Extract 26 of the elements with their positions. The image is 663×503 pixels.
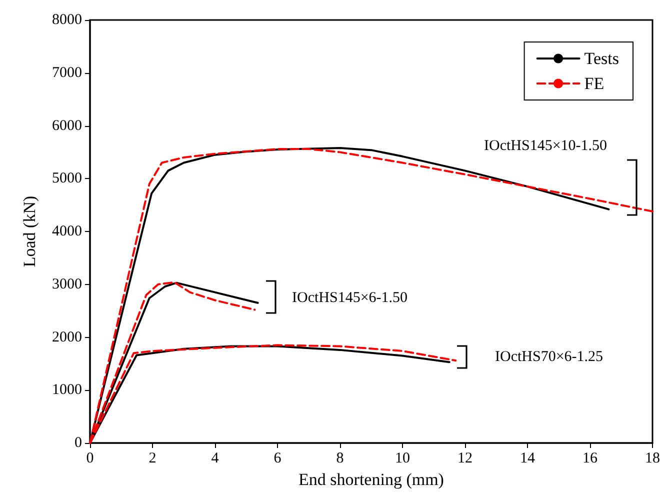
x-axis-title: End shortening (mm) <box>298 470 444 489</box>
x-tick-label: 16 <box>582 450 598 466</box>
annotation: IOctHS145×10-1.50 <box>484 138 608 154</box>
y-tick-label: 5000 <box>52 170 82 187</box>
x-tick-label: 14 <box>520 450 536 466</box>
x-tick-label: 2 <box>148 450 156 466</box>
y-tick-label: 1000 <box>52 382 82 398</box>
x-tick-label: 8 <box>336 450 344 466</box>
x-tick-label: 0 <box>86 450 94 466</box>
legend-label: Tests <box>584 49 620 68</box>
x-tick-label: 4 <box>211 450 220 466</box>
annotation: IOctHS70×6-1.25 <box>495 349 604 365</box>
legend-label: FE <box>584 74 604 93</box>
y-tick-label: 2000 <box>52 329 82 346</box>
y-axis-title: Load (kN) <box>20 196 39 268</box>
y-tick-label: 4000 <box>52 224 82 240</box>
x-tick-label: 6 <box>274 450 282 466</box>
x-tick-label: 10 <box>395 450 410 466</box>
annotation: IOctHS145×6-1.50 <box>292 290 408 306</box>
y-tick-label: 8000 <box>52 12 82 28</box>
y-tick-label: 0 <box>74 435 82 451</box>
x-tick-label: 12 <box>458 450 472 466</box>
y-tick-label: 6000 <box>52 118 82 134</box>
x-tick-label: 18 <box>645 450 660 466</box>
y-tick-label: 7000 <box>52 64 82 81</box>
y-tick-label: 3000 <box>52 276 82 292</box>
